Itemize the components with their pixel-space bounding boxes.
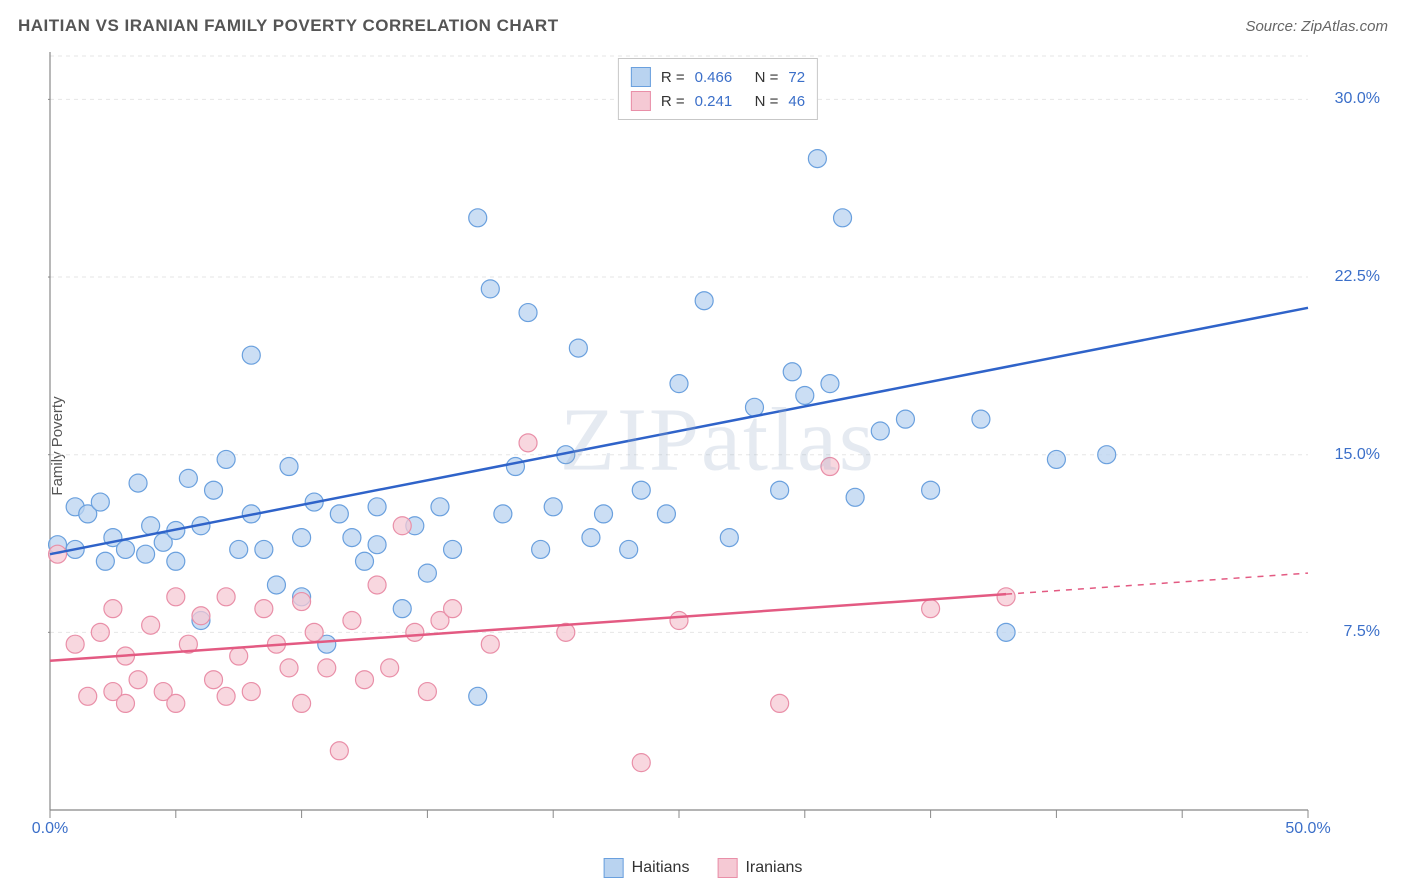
legend-r-value: 0.466	[695, 69, 745, 86]
legend-r-label: R =	[661, 69, 685, 86]
legend-label: Iranians	[745, 859, 802, 877]
plot-area: ZIPatlas R =0.466N =72R =0.241N =46 7.5%…	[48, 50, 1388, 840]
x-tick-label: 0.0%	[32, 820, 68, 838]
legend-swatch	[631, 67, 651, 87]
y-tick-label: 7.5%	[1344, 623, 1380, 641]
legend-n-label: N =	[755, 93, 779, 110]
legend-row: R = 0.241 N = 46	[631, 89, 805, 113]
legend-item: Haitians	[604, 858, 690, 878]
legend-r-value: 0.241	[695, 93, 745, 110]
x-tick-label: 50.0%	[1285, 820, 1330, 838]
y-tick-label: 30.0%	[1335, 90, 1380, 108]
legend-swatch	[717, 858, 737, 878]
y-tick-label: 15.0%	[1335, 446, 1380, 464]
legend-swatch	[604, 858, 624, 878]
legend-n-value: 72	[788, 69, 805, 86]
y-tick-label: 22.5%	[1335, 268, 1380, 286]
source-label: Source: ZipAtlas.com	[1245, 18, 1388, 35]
legend-r-label: R =	[661, 93, 685, 110]
legend-n-value: 46	[788, 93, 805, 110]
legend-row: R = 0.466 N = 72	[631, 65, 805, 89]
correlation-legend: R = 0.466 N = 72 R = 0.241 N = 46	[618, 58, 818, 120]
legend-item: Iranians	[717, 858, 802, 878]
legend-n-label: N =	[755, 69, 779, 86]
legend-label: Haitians	[632, 859, 690, 877]
legend-swatch	[631, 91, 651, 111]
chart-title: HAITIAN VS IRANIAN FAMILY POVERTY CORREL…	[18, 16, 559, 36]
series-legend: Haitians Iranians	[604, 858, 803, 878]
scatter-chart	[48, 50, 1388, 840]
